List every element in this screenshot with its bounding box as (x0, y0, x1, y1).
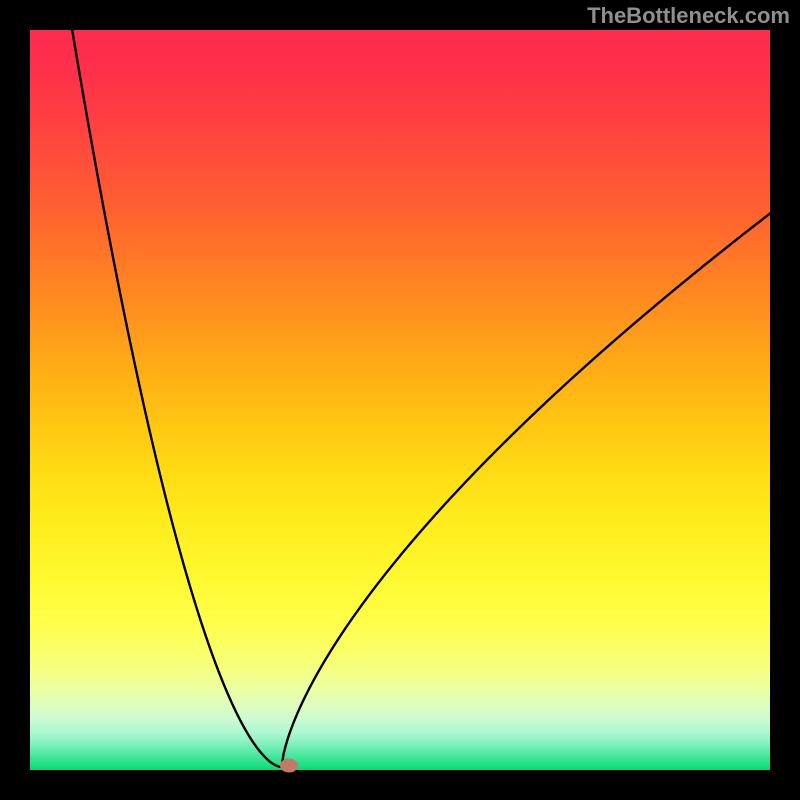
chart-container: { "canvas": { "width": 800, "height": 80… (0, 0, 800, 800)
chart-svg (0, 0, 800, 800)
marker-dot (280, 759, 298, 773)
plot-area (30, 30, 770, 770)
watermark-text: TheBottleneck.com (587, 3, 790, 29)
